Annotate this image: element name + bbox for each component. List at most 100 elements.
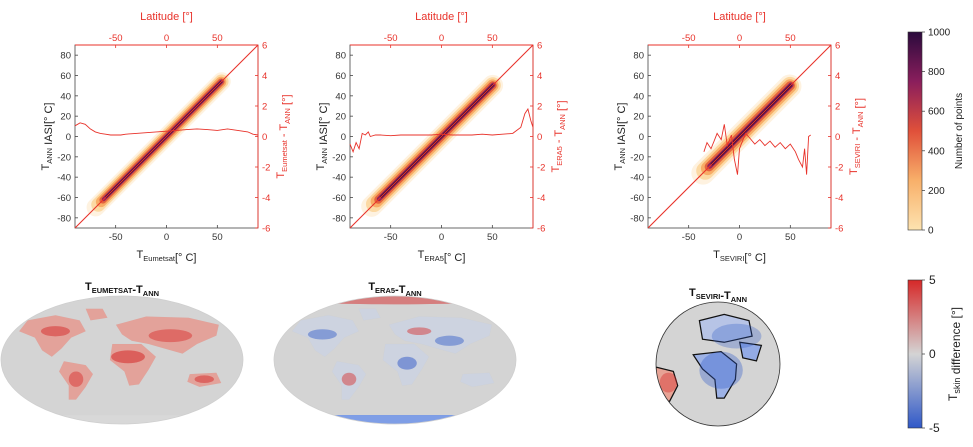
right-y-tick-label: -2 [262, 163, 270, 174]
y-tick-label: -60 [332, 193, 346, 204]
y-tick-label: -60 [57, 193, 71, 204]
map-title: TEUMETSAT-TANN [85, 281, 159, 298]
difference-colorbar-ticks: -5 0 5 [922, 273, 940, 435]
anomaly-patch-1 [111, 350, 145, 363]
density-colorbar-tick-label: 200 [928, 186, 945, 197]
right-y-tick-label: 2 [262, 102, 267, 113]
right-y-tick-label: 2 [537, 102, 542, 113]
right-y-tick-label: 0 [262, 132, 267, 143]
density-colorbar-gradient [908, 32, 922, 230]
x-tick-label: 0 [737, 232, 742, 243]
right-y-tick-label: 6 [262, 41, 267, 52]
y-tick-label: 40 [633, 91, 644, 102]
y-tick-label: -20 [57, 152, 71, 163]
anomaly-patch-2 [149, 329, 193, 342]
right-y-tick-label: 0 [537, 132, 542, 143]
continent-antarctica [274, 415, 516, 424]
y-tick-label: -60 [630, 193, 644, 204]
map-surface [274, 294, 516, 424]
x-tick-label: 0 [164, 232, 169, 243]
anomaly-patch-4 [195, 375, 214, 383]
density-colorbar-ticks: 0 200 400 600 800 1000 [922, 28, 951, 237]
top-x-tick-label: -50 [384, 33, 398, 44]
x-axis-label: TEumetsat[° C] [137, 249, 197, 264]
y-tick-label: 20 [60, 112, 71, 123]
density-colorbar-tick-label: 400 [928, 146, 945, 157]
y-tick-label: 60 [633, 71, 644, 82]
right-y-tick-label: 4 [537, 71, 542, 82]
y-tick-label: 60 [335, 71, 346, 82]
y-tick-label: 40 [335, 91, 346, 102]
y-tick-label: -40 [57, 173, 71, 184]
y-tick-label: -80 [630, 213, 644, 224]
density-colorbar-tick-label: 1000 [928, 28, 951, 39]
difference-colorbar-tick-label: 0 [929, 347, 936, 361]
continent-antarctica [1, 415, 243, 424]
top-x-tick-label: 50 [785, 33, 796, 44]
scatter-panel-3: -50 0 50-80-60-40-20020406080-50 0 50-6-4-20… [613, 11, 866, 264]
difference-colorbar-tick-label: -5 [929, 421, 940, 435]
map-surface [656, 302, 780, 426]
difference-map-2: TERA5-TANN [274, 281, 516, 424]
y-tick-label: 80 [633, 51, 644, 62]
anomaly-patch-1 [699, 352, 742, 389]
y-tick-label: 0 [639, 132, 644, 143]
right-y-tick-label: 0 [835, 132, 840, 143]
right-y-tick-label: -6 [262, 224, 270, 235]
right-axis-label: TSEVIRI - TANN [°] [848, 98, 866, 175]
x-tick-label: 50 [487, 232, 498, 243]
y-tick-label: 0 [341, 132, 346, 143]
top-x-tick-label: 0 [737, 33, 742, 44]
y-tick-label: 60 [60, 71, 71, 82]
right-axis-label: TERA5 - TANN [°] [550, 100, 568, 172]
top-x-tick-label: 0 [164, 33, 169, 44]
density-colorbar: 0 200 400 600 800 1000 Number of points [908, 28, 965, 237]
density-colorbar-tick-label: 0 [928, 226, 934, 237]
y-tick-label: -40 [630, 173, 644, 184]
x-tick-label: -50 [109, 232, 123, 243]
top-x-tick-label: -50 [682, 33, 696, 44]
anomaly-patch-3 [660, 373, 677, 393]
top-axis-label: Latitude [°] [140, 11, 193, 23]
right-y-tick-label: -4 [262, 193, 270, 204]
y-tick-label: -20 [630, 152, 644, 163]
x-axis-label: TERA5[° C] [418, 249, 466, 264]
right-axis-label: TEumetsat - TANN [°] [275, 94, 293, 178]
top-x-tick-label: -50 [109, 33, 123, 44]
density-colorbar-tick-label: 800 [928, 67, 945, 78]
map-title: TERA5-TANN [368, 281, 421, 298]
x-tick-label: -50 [682, 232, 696, 243]
right-y-tick-label: -4 [835, 193, 843, 204]
x-tick-label: -50 [384, 232, 398, 243]
anomaly-patch-3 [41, 326, 70, 336]
y-tick-label: 0 [66, 132, 71, 143]
y-tick-label: 80 [335, 51, 346, 62]
right-y-tick-label: 2 [835, 102, 840, 113]
y-tick-label: -80 [332, 213, 346, 224]
top-axis-label: Latitude [°] [713, 11, 766, 23]
difference-colorbar-gradient [908, 280, 922, 428]
x-tick-label: 50 [785, 232, 796, 243]
x-axis-label: TSEVIRI[° C] [713, 249, 766, 264]
difference-colorbar-tick-label: 5 [929, 273, 936, 287]
y-axis-label: TANN IASI[° C] [315, 103, 330, 171]
density-colorbar-tick-label: 600 [928, 107, 945, 118]
y-axis-label: TANN IASI[° C] [613, 103, 628, 171]
y-tick-label: 20 [335, 112, 346, 123]
difference-maps: TEUMETSAT-TANN TERA5-TANN TSEVIRI-TANN [1, 281, 780, 426]
scatter-panel-1: -50 0 50-80-60-40-20020406080-50 0 50-6-4-20… [40, 11, 293, 264]
right-y-tick-label: -2 [835, 163, 843, 174]
anomaly-patch-3 [308, 329, 337, 339]
difference-map-1: TEUMETSAT-TANN [1, 281, 243, 424]
map-title: TSEVIRI-TANN [689, 287, 747, 304]
right-y-tick-label: -2 [537, 163, 545, 174]
top-axis-label: Latitude [°] [415, 11, 468, 23]
y-tick-label: -20 [332, 152, 346, 163]
right-y-tick-label: -4 [537, 193, 545, 204]
difference-colorbar-label: Tskin difference [°] [946, 307, 963, 401]
right-y-tick-label: -6 [537, 224, 545, 235]
top-x-tick-label: 50 [212, 33, 223, 44]
